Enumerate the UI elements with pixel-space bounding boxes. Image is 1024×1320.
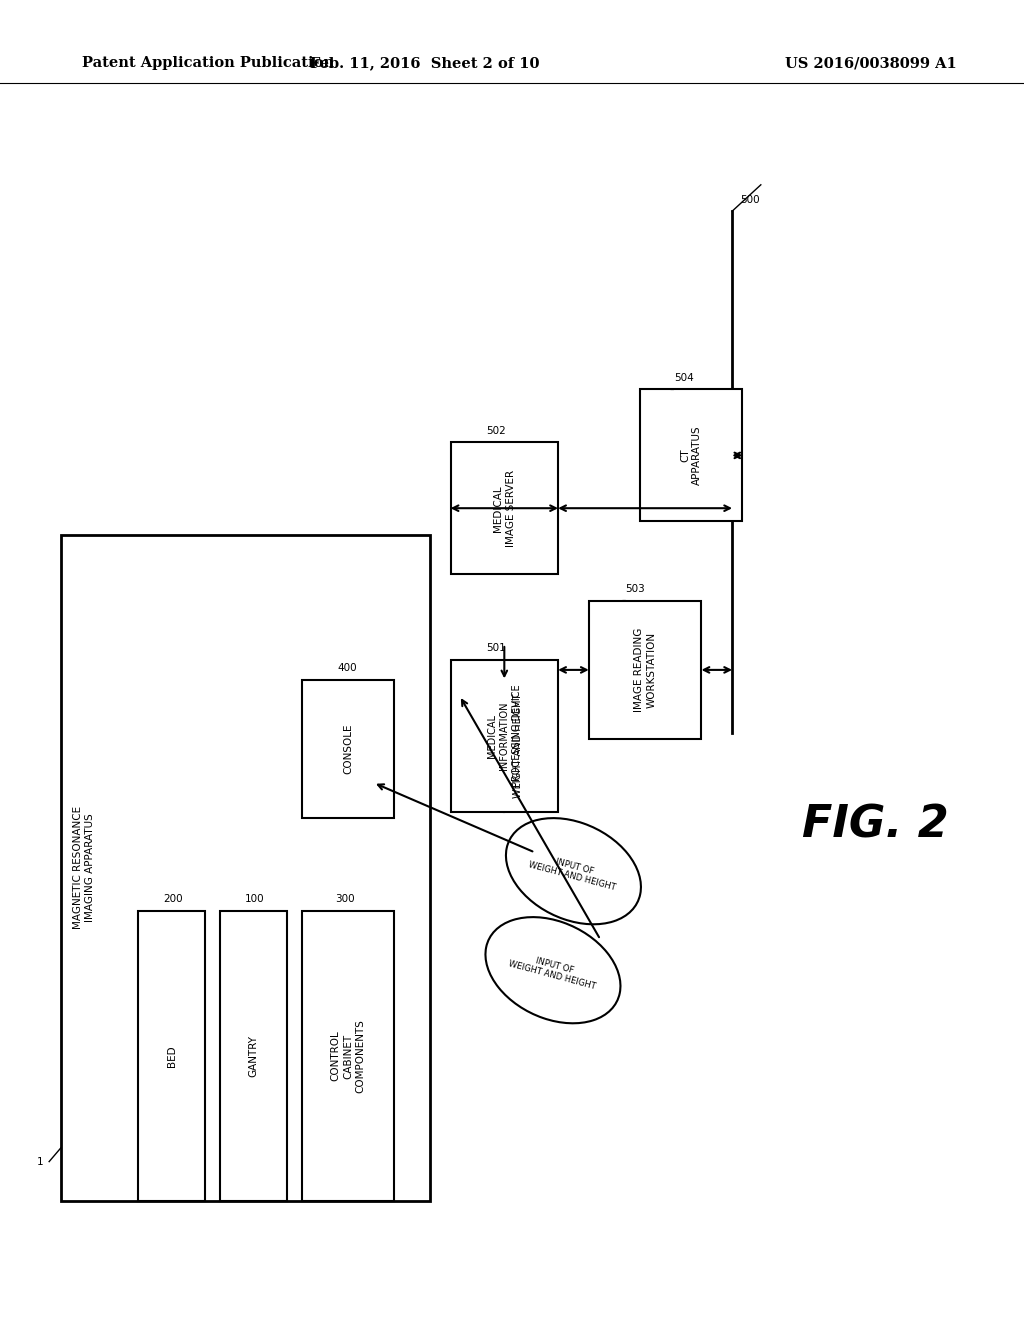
Text: 504: 504 [674,372,693,383]
Ellipse shape [485,917,621,1023]
Bar [451,660,558,812]
Bar [640,389,742,521]
Text: 503: 503 [626,583,645,594]
Text: IMAGE READING
WORKSTATION: IMAGE READING WORKSTATION [634,628,656,711]
Text: MEDICAL
IMAGE SERVER: MEDICAL IMAGE SERVER [494,470,515,546]
Text: INPUT OF
WEIGHT AND HEIGHT: INPUT OF WEIGHT AND HEIGHT [527,850,620,892]
Text: 500: 500 [740,194,760,205]
Text: Feb. 11, 2016  Sheet 2 of 10: Feb. 11, 2016 Sheet 2 of 10 [310,57,540,70]
Text: 100: 100 [246,894,265,904]
Bar [302,680,394,818]
Text: MAGNETIC RESONANCE
IMAGING APPARATUS: MAGNETIC RESONANCE IMAGING APPARATUS [73,807,95,929]
Text: MEDICAL
INFORMATION
PROCESSING DEVICE: MEDICAL INFORMATION PROCESSING DEVICE [487,685,521,787]
Bar [451,442,558,574]
Text: CT
APPARATUS: CT APPARATUS [680,425,702,486]
Text: 300: 300 [335,894,354,904]
Text: BED: BED [167,1045,176,1067]
Text: CONSOLE: CONSOLE [343,723,353,775]
Text: INPUT OF
WEIGHT AND HEIGHT: INPUT OF WEIGHT AND HEIGHT [507,949,599,991]
Text: 1: 1 [37,1156,43,1167]
Bar [589,601,701,739]
Text: US 2016/0038099 A1: US 2016/0038099 A1 [784,57,956,70]
Bar [220,911,287,1201]
Bar [138,911,205,1201]
Ellipse shape [506,818,641,924]
Text: 502: 502 [486,425,506,436]
Text: 200: 200 [164,894,183,904]
Text: GANTRY: GANTRY [249,1035,258,1077]
Text: FIG. 2: FIG. 2 [802,804,949,846]
Bar [302,911,394,1201]
Text: Patent Application Publication: Patent Application Publication [82,57,334,70]
Text: WEIGHT AND HEIGHT: WEIGHT AND HEIGHT [512,693,522,799]
Bar [61,535,430,1201]
Text: 400: 400 [338,663,357,673]
Text: 501: 501 [486,643,506,653]
Text: CONTROL
CABINET
COMPONENTS: CONTROL CABINET COMPONENTS [331,1019,366,1093]
